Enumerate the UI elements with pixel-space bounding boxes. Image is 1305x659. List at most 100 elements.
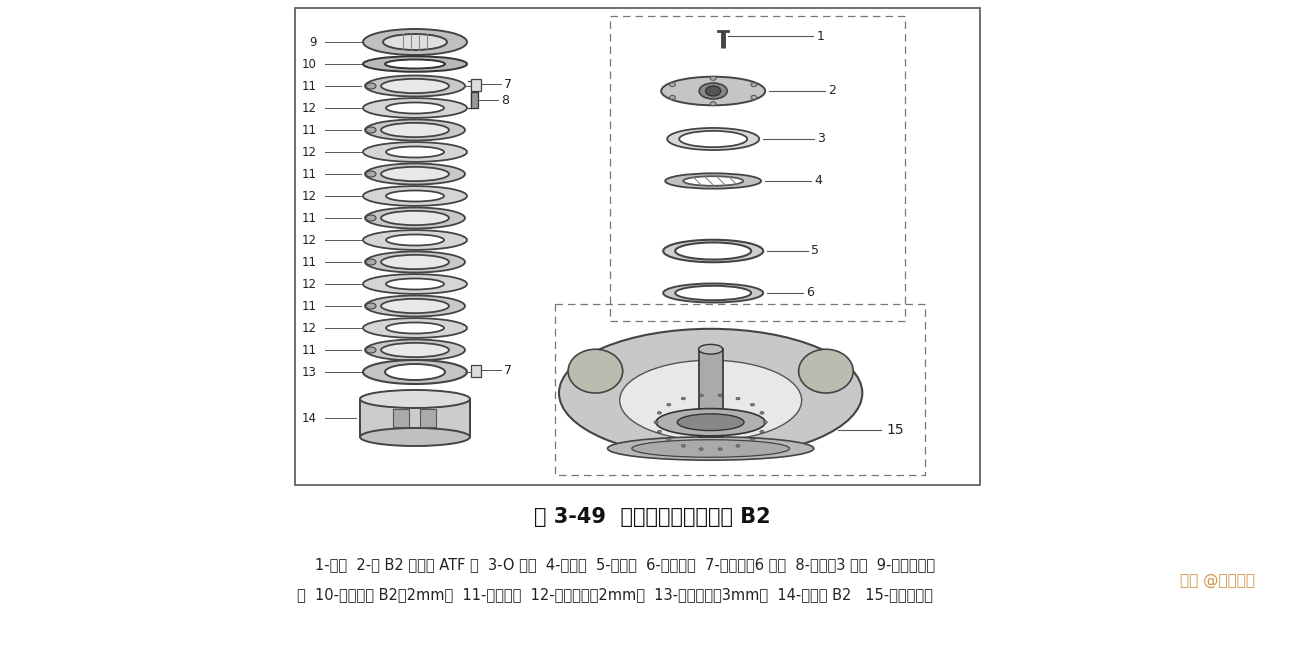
- Ellipse shape: [363, 186, 467, 206]
- Ellipse shape: [365, 171, 376, 177]
- Text: 15: 15: [886, 422, 904, 436]
- Text: 1-螺栓  2-带 B2 活塞的 ATF 泵  3-O 型圈  4-密封垫  5-止挡环  6-调整垫片  7-弹簧头（6 个）  8-弹簧（3 个）  9-波: 1-螺栓 2-带 B2 活塞的 ATF 泵 3-O 型圈 4-密封垫 5-止挡环…: [315, 558, 936, 573]
- Text: 11: 11: [301, 256, 317, 268]
- Ellipse shape: [699, 394, 703, 397]
- Ellipse shape: [381, 211, 449, 225]
- Ellipse shape: [365, 339, 465, 360]
- Ellipse shape: [365, 303, 376, 309]
- Ellipse shape: [363, 29, 467, 55]
- Ellipse shape: [667, 438, 671, 441]
- Text: 11: 11: [301, 343, 317, 357]
- Ellipse shape: [750, 438, 754, 441]
- Ellipse shape: [381, 79, 449, 93]
- Bar: [295, 8, 980, 485]
- Text: 12: 12: [301, 277, 317, 291]
- Ellipse shape: [736, 445, 740, 447]
- Text: 12: 12: [301, 146, 317, 159]
- Ellipse shape: [706, 86, 720, 96]
- Ellipse shape: [363, 318, 467, 338]
- Ellipse shape: [363, 274, 467, 294]
- Ellipse shape: [559, 329, 863, 457]
- Ellipse shape: [684, 176, 743, 186]
- Text: 11: 11: [301, 212, 317, 225]
- Text: 3: 3: [817, 132, 825, 146]
- Ellipse shape: [363, 230, 467, 250]
- Text: 11: 11: [301, 123, 317, 136]
- Text: 8: 8: [501, 94, 509, 107]
- Ellipse shape: [385, 364, 445, 380]
- Ellipse shape: [382, 34, 448, 50]
- Text: 13: 13: [303, 366, 317, 378]
- Ellipse shape: [677, 414, 744, 430]
- Ellipse shape: [710, 101, 716, 105]
- Text: 14: 14: [301, 411, 317, 424]
- Text: 11: 11: [301, 299, 317, 312]
- Ellipse shape: [386, 279, 444, 289]
- Ellipse shape: [381, 167, 449, 181]
- Ellipse shape: [386, 103, 444, 113]
- Ellipse shape: [658, 430, 662, 433]
- Ellipse shape: [663, 240, 763, 262]
- Ellipse shape: [710, 76, 716, 80]
- Text: 7: 7: [504, 364, 512, 376]
- Ellipse shape: [365, 259, 376, 265]
- Ellipse shape: [365, 215, 376, 221]
- Ellipse shape: [381, 299, 449, 313]
- Ellipse shape: [699, 83, 727, 99]
- Ellipse shape: [620, 360, 801, 440]
- Ellipse shape: [365, 163, 465, 185]
- Bar: [471, 79, 482, 91]
- Ellipse shape: [385, 59, 445, 69]
- Ellipse shape: [363, 56, 467, 72]
- Bar: [360, 399, 470, 437]
- Ellipse shape: [669, 82, 676, 86]
- Ellipse shape: [360, 390, 470, 408]
- Text: 12: 12: [301, 101, 317, 115]
- Ellipse shape: [666, 173, 761, 188]
- Ellipse shape: [381, 255, 449, 269]
- Text: 11: 11: [301, 167, 317, 181]
- Ellipse shape: [675, 243, 752, 260]
- Ellipse shape: [386, 190, 444, 202]
- Bar: [471, 92, 478, 108]
- Ellipse shape: [681, 397, 685, 400]
- Ellipse shape: [386, 322, 444, 333]
- Ellipse shape: [363, 360, 467, 384]
- Ellipse shape: [760, 430, 763, 433]
- Text: 6: 6: [806, 287, 814, 299]
- Ellipse shape: [750, 403, 754, 406]
- Text: 头条 @机电之家: 头条 @机电之家: [1180, 573, 1255, 588]
- Ellipse shape: [363, 98, 467, 118]
- Ellipse shape: [662, 76, 765, 105]
- Text: 12: 12: [301, 190, 317, 202]
- Text: 5: 5: [812, 244, 820, 258]
- Ellipse shape: [365, 83, 376, 89]
- Ellipse shape: [750, 96, 757, 100]
- Ellipse shape: [386, 235, 444, 246]
- Ellipse shape: [718, 394, 722, 397]
- Ellipse shape: [656, 409, 765, 436]
- Ellipse shape: [681, 445, 685, 447]
- Ellipse shape: [699, 448, 703, 450]
- Ellipse shape: [669, 96, 676, 100]
- Ellipse shape: [663, 283, 763, 302]
- Ellipse shape: [799, 349, 853, 393]
- Ellipse shape: [736, 397, 740, 400]
- Ellipse shape: [632, 440, 790, 457]
- Text: 12: 12: [301, 322, 317, 335]
- Ellipse shape: [667, 403, 671, 406]
- Ellipse shape: [365, 252, 465, 273]
- Bar: [556, 304, 925, 475]
- Text: 12: 12: [301, 233, 317, 246]
- Ellipse shape: [360, 428, 470, 446]
- Text: 片  10-外摩擦片 B2（2mm）  11-内摩擦片  12-外摩擦片（2mm）  13-外摩擦片（3mm）  14-支撑管 B2   15-变速器壳体: 片 10-外摩擦片 B2（2mm） 11-内摩擦片 12-外摩擦片（2mm） 1…: [298, 588, 933, 602]
- Ellipse shape: [679, 131, 748, 147]
- Ellipse shape: [763, 421, 767, 424]
- Text: 2: 2: [829, 84, 837, 98]
- Ellipse shape: [608, 437, 814, 460]
- Ellipse shape: [365, 295, 465, 316]
- Ellipse shape: [365, 127, 376, 133]
- Ellipse shape: [568, 349, 622, 393]
- Ellipse shape: [760, 412, 763, 414]
- Text: 10: 10: [303, 57, 317, 71]
